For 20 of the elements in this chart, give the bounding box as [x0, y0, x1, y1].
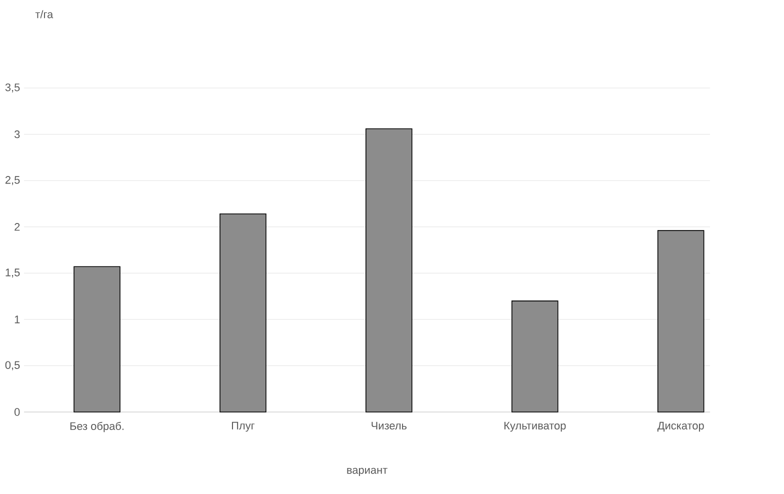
bar: [511, 300, 558, 412]
y-tick-label: 0,5: [5, 361, 20, 370]
bar: [220, 213, 266, 412]
x-tick-label: Без обраб.: [70, 422, 124, 432]
y-tick-label: 3,5: [5, 83, 20, 93]
y-tick-label: 0: [14, 408, 20, 416]
y-tick-label: 1,5: [6, 268, 20, 278]
bar: [657, 230, 704, 412]
y-tick-label: 3: [14, 130, 20, 138]
x-tick-label: Культиватор: [504, 422, 566, 432]
y-tick-label: 1: [14, 316, 20, 324]
y-tick-label: 2: [14, 223, 20, 231]
x-tick-label: Плуг: [232, 422, 255, 432]
bar: [366, 128, 412, 412]
x-tick-label: Дискатор: [657, 422, 704, 432]
x-axis-title: вариант: [347, 468, 388, 476]
x-tick-label: Чизель: [372, 422, 407, 430]
y-tick-label: 2,5: [5, 176, 20, 186]
text: т/га: [35, 10, 54, 18]
bar: [74, 266, 120, 412]
